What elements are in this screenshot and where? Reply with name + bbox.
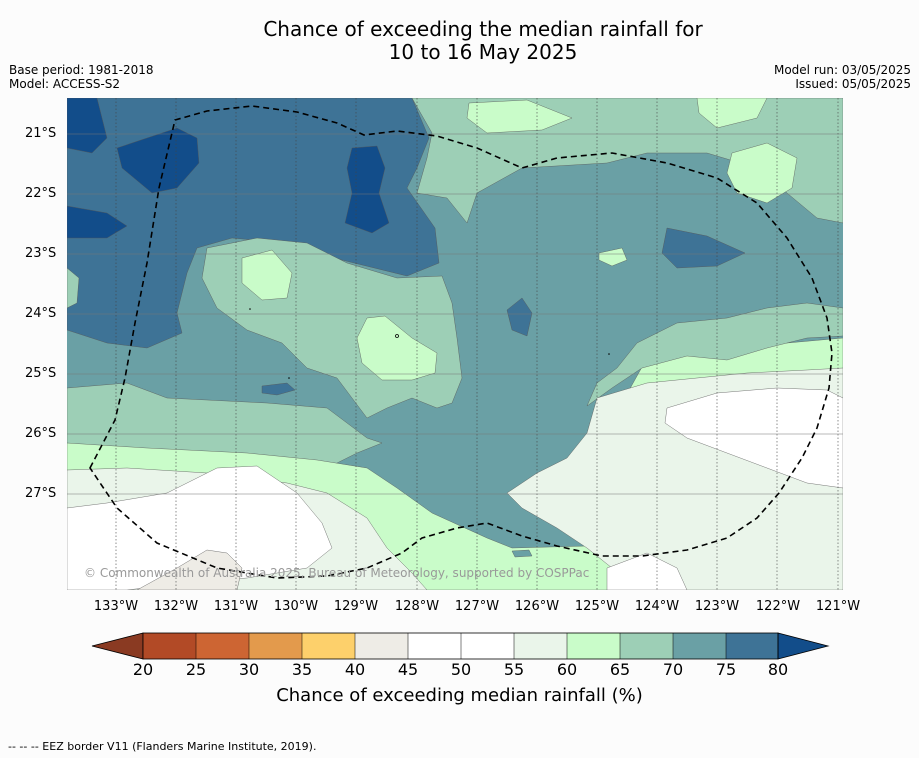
zone-gt80-c: [67, 205, 128, 239]
colorbar: [91, 632, 830, 660]
lon-label-123w: 123°W: [694, 599, 740, 614]
colorbar-dividers: [195, 633, 727, 659]
colorbar-segment-40-45: [355, 633, 408, 659]
colorbar-segment-60-65: [567, 633, 620, 659]
map-dot-3: [608, 353, 610, 355]
map-dot-4: [288, 377, 290, 379]
colorbar-arrow-high: [777, 632, 830, 660]
colorbar-tick-20: 20: [132, 660, 154, 679]
title-line-2: 10 to 16 May 2025: [388, 40, 578, 64]
colorbar-tick-65: 65: [609, 660, 631, 679]
lat-label-26s: 26°S: [25, 426, 57, 441]
colorbar-segment-30-35: [249, 633, 302, 659]
lon-label-131w: 131°W: [213, 599, 259, 614]
base-period: Base period: 1981-2018: [9, 63, 154, 77]
lon-label-130w: 130°W: [273, 599, 319, 614]
colorbar-tick-70: 70: [662, 660, 684, 679]
colorbar-segment-65-70: [620, 633, 673, 659]
colorbar-tick-25: 25: [185, 660, 207, 679]
lon-label-125w: 125°W: [574, 599, 620, 614]
zone-75-80-sw: [261, 382, 296, 396]
meta-right: Model run: 03/05/2025 Issued: 05/05/2025: [774, 63, 911, 91]
colorbar-label: Chance of exceeding median rainfall (%): [276, 685, 643, 706]
colorbar-segment-45-50: [408, 633, 461, 659]
zone-65-70-se: [586, 302, 843, 407]
lon-label-127w: 127°W: [454, 599, 500, 614]
zone-65-70-west: [67, 267, 80, 309]
rainfall-map[interactable]: [67, 98, 843, 590]
eez-footnote: -- -- -- EEZ border V11 (Flanders Marine…: [8, 740, 317, 753]
colorbar-tick-30: 30: [238, 660, 260, 679]
lon-label-132w: 132°W: [153, 599, 199, 614]
colorbar-segment-25-30: [196, 633, 249, 659]
lon-label-126w: 126°W: [514, 599, 560, 614]
colorbar-segment-20-25: [143, 633, 196, 659]
colorbar-tick-75: 75: [715, 660, 737, 679]
colorbar-tick-80: 80: [767, 660, 789, 679]
map-svg: [67, 98, 843, 590]
copyright-notice: © Commonwealth of Australia 2025, Bureau…: [84, 566, 590, 580]
zone-gt80-a: [67, 98, 108, 154]
graticule: [115, 98, 839, 590]
zone-70-75-s: [511, 549, 533, 558]
zone-60-65-central: [241, 249, 293, 301]
zone-45-55-s2: [606, 552, 688, 590]
colorbar-tick-35: 35: [291, 660, 313, 679]
lat-label-24s: 24°S: [25, 306, 57, 321]
colorbar-segment-70-75: [673, 633, 726, 659]
zone-45-55-sw: [67, 465, 333, 590]
eez-border: [89, 105, 833, 579]
map-dot-2: [249, 308, 251, 310]
colorbar-segment-35-40: [302, 633, 355, 659]
colorbar-arrow-low: [91, 632, 144, 660]
model-run: Model run: 03/05/2025: [773, 63, 911, 77]
colorbar-tick-55: 55: [503, 660, 525, 679]
lat-label-25s: 25°S: [25, 366, 57, 381]
colorbar-tick-45: 45: [397, 660, 419, 679]
model-name: Model: ACCESS-S2: [9, 77, 121, 91]
zone-60-65-n4: [598, 247, 628, 267]
colorbar-tick-40: 40: [344, 660, 366, 679]
map-dot-1: [395, 334, 399, 338]
zone-gt80-b: [116, 127, 200, 194]
colorbar-segment-55-60: [514, 633, 567, 659]
title-line-1: Chance of exceeding the median rainfall …: [263, 17, 703, 41]
lat-label-23s: 23°S: [25, 246, 57, 261]
lon-label-124w: 124°W: [634, 599, 680, 614]
colorbar-tick-60: 60: [556, 660, 578, 679]
colorbar-segment-50-55: [461, 633, 514, 659]
zone-40-45-sw: [136, 549, 243, 590]
lon-label-129w: 129°W: [333, 599, 379, 614]
zone-60-65-n2: [696, 98, 768, 129]
issued-date: Issued: 05/05/2025: [795, 77, 911, 91]
lon-label-121w: 121°W: [815, 599, 861, 614]
lon-label-122w: 122°W: [755, 599, 801, 614]
colorbar-outline: [142, 632, 779, 660]
meta-left: Base period: 1981-2018 Model: ACCESS-S2: [9, 63, 154, 91]
lat-lines: [67, 133, 843, 495]
lon-label-128w: 128°W: [394, 599, 440, 614]
lon-label-133w: 133°W: [93, 599, 139, 614]
zone-75-80-mid: [506, 297, 533, 337]
lat-label-21s: 21°S: [25, 126, 57, 141]
colorbar-segment-75-80: [726, 633, 778, 659]
map-title: Chance of exceeding the median rainfall …: [0, 18, 919, 64]
lat-label-27s: 27°S: [25, 486, 57, 501]
lat-label-22s: 22°S: [25, 186, 57, 201]
colorbar-tick-50: 50: [450, 660, 472, 679]
zone-60-65-n1: [466, 99, 573, 134]
zone-60-65-n3: [726, 142, 798, 204]
